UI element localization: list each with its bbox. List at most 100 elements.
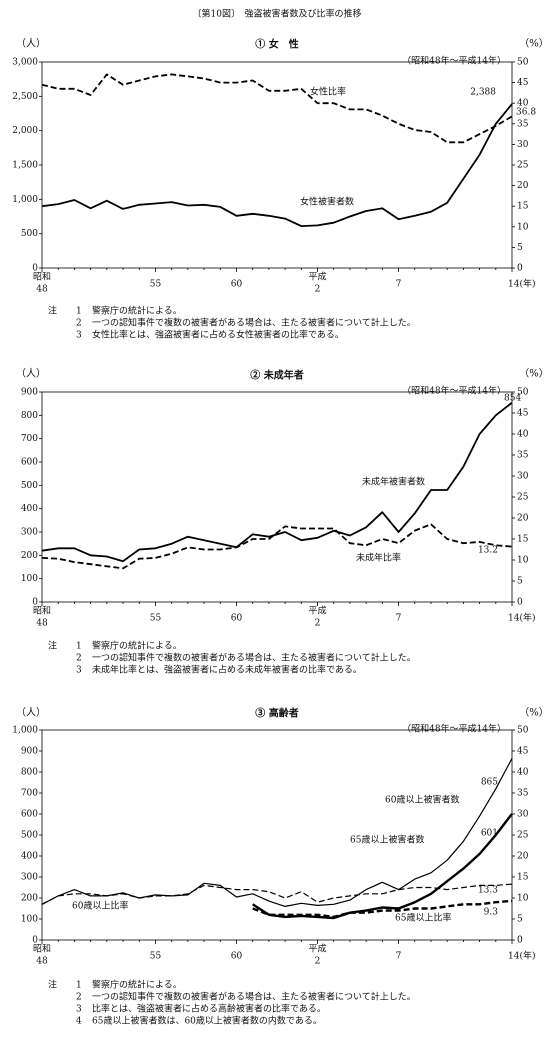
period: （昭和48年～平成14年） <box>402 55 506 67</box>
y-tick-label: 2,000 <box>12 126 38 136</box>
y-tick-label: 400 <box>21 504 38 514</box>
value-label: 13.2 <box>478 546 498 556</box>
y2-tick-label: 0 <box>517 264 523 274</box>
note-number: 3 <box>76 666 82 676</box>
x-tick-label: 48 <box>36 285 48 295</box>
y2-tick-label: 35 <box>517 451 529 461</box>
y-tick-label: 700 <box>21 789 38 799</box>
y-tick-label: 300 <box>21 873 38 883</box>
y2-tick-label: 30 <box>517 140 529 150</box>
x-era-label: 平成 <box>309 605 327 617</box>
y2-tick-label: 40 <box>517 99 529 109</box>
x-era-label: 昭和 <box>33 944 51 955</box>
value-label: 2,388 <box>470 88 496 98</box>
x-era-label: 昭和 <box>33 272 51 283</box>
series-label: 60歳以上比率 <box>72 900 128 912</box>
x-tick-label: 14(年) <box>508 278 535 290</box>
y2-tick-label: 45 <box>517 78 529 88</box>
value-label: 865 <box>481 778 498 788</box>
x-tick-label: 60 <box>231 280 243 290</box>
series-line <box>252 813 513 920</box>
note-text: 一つの認知事件で複数の被害者がある場合は、主たる被害者について計上した。 <box>92 317 416 329</box>
y-unit: （人） <box>16 707 46 719</box>
chart-title: ② 未成年者 <box>250 369 303 382</box>
y-tick-label: 200 <box>21 551 38 561</box>
y2-unit: （%） <box>519 368 549 380</box>
note-number: 2 <box>76 654 82 664</box>
y2-unit: （%） <box>519 38 549 50</box>
x-era-label: 昭和 <box>33 606 51 617</box>
y2-tick-label: 5 <box>517 577 523 587</box>
x-tick-label: 7 <box>396 614 402 624</box>
y-tick-label: 500 <box>21 229 38 239</box>
y2-tick-label: 20 <box>517 181 529 191</box>
y-tick-label: 1,000 <box>12 195 38 205</box>
note-text: 一つの認知事件で複数の被害者がある場合は、主たる被害者について計上した。 <box>92 652 416 664</box>
note-text: 一つの認知事件で複数の被害者がある場合は、主たる被害者について計上した。 <box>92 991 416 1003</box>
figure-title: 〔第10図〕 強盗被害者数及び比率の推移 <box>193 8 362 20</box>
period: （昭和48年～平成14年） <box>402 385 506 397</box>
series-label: 未成年被害者数 <box>362 476 425 488</box>
y2-tick-label: 30 <box>517 810 529 820</box>
y-unit: （人） <box>16 368 46 380</box>
y2-tick-label: 35 <box>517 119 529 129</box>
x-tick-label: 14(年) <box>508 612 535 624</box>
y2-tick-label: 50 <box>517 388 529 398</box>
y-tick-label: 500 <box>21 481 38 491</box>
y2-tick-label: 30 <box>517 472 529 482</box>
value-label: 36.8 <box>516 108 536 118</box>
x-tick-label: 14(年) <box>508 950 535 962</box>
y2-tick-label: 35 <box>517 789 529 799</box>
y2-tick-label: 25 <box>517 493 529 503</box>
y2-tick-label: 50 <box>517 726 529 736</box>
x-tick-label: 7 <box>396 280 402 290</box>
y-tick-label: 600 <box>21 458 38 468</box>
series-line <box>41 401 513 563</box>
x-tick-label: 7 <box>396 952 402 962</box>
y-tick-label: 800 <box>21 411 38 421</box>
y2-tick-label: 10 <box>517 222 529 232</box>
y2-tick-label: 15 <box>517 202 529 212</box>
y-tick-label: 700 <box>21 434 38 444</box>
series-label: 65歳以上比率 <box>395 912 451 924</box>
x-tick-label: 60 <box>231 614 243 624</box>
x-tick-label: 2 <box>315 285 321 295</box>
plot-frame <box>41 391 513 603</box>
series-label: 65歳以上被害者数 <box>350 834 424 846</box>
note-number: 4 <box>76 1017 82 1027</box>
y2-tick-label: 40 <box>517 430 529 440</box>
note-number: 2 <box>76 993 82 1003</box>
y2-tick-label: 25 <box>517 831 529 841</box>
series-line <box>41 73 513 144</box>
y-tick-label: 300 <box>21 528 38 538</box>
y2-tick-label: 5 <box>517 915 523 925</box>
y-tick-label: 600 <box>21 810 38 820</box>
note-text: 警察庁の統計による。 <box>92 640 182 652</box>
y2-tick-label: 15 <box>517 535 529 545</box>
note-text: 女性比率とは、強盗被害者に占める女性被害者の比率である。 <box>92 329 344 341</box>
y-tick-label: 900 <box>21 388 38 398</box>
note-text: 警察庁の統計による。 <box>92 979 182 991</box>
value-label: 601 <box>481 829 498 839</box>
plot-frame <box>41 61 513 269</box>
y2-tick-label: 10 <box>517 894 529 904</box>
x-tick-label: 60 <box>231 952 243 962</box>
note-number: 1 <box>76 981 82 991</box>
series-line <box>252 899 513 919</box>
note-heading: 注 <box>48 979 57 991</box>
y2-tick-label: 10 <box>517 556 529 566</box>
y2-tick-label: 0 <box>517 936 523 946</box>
y-tick-label: 800 <box>21 768 38 778</box>
y2-tick-label: 40 <box>517 768 529 778</box>
x-tick-label: 2 <box>315 619 321 629</box>
y2-tick-label: 15 <box>517 873 529 883</box>
y2-tick-label: 45 <box>517 409 529 419</box>
period: （昭和48年～平成14年） <box>402 723 506 735</box>
note-heading: 注 <box>48 640 57 652</box>
series-label: 60歳以上被害者数 <box>385 794 459 806</box>
x-era-label: 平成 <box>309 943 327 955</box>
x-tick-label: 55 <box>150 952 162 962</box>
series-label: 未成年比率 <box>356 552 401 564</box>
y-tick-label: 0 <box>32 264 38 274</box>
